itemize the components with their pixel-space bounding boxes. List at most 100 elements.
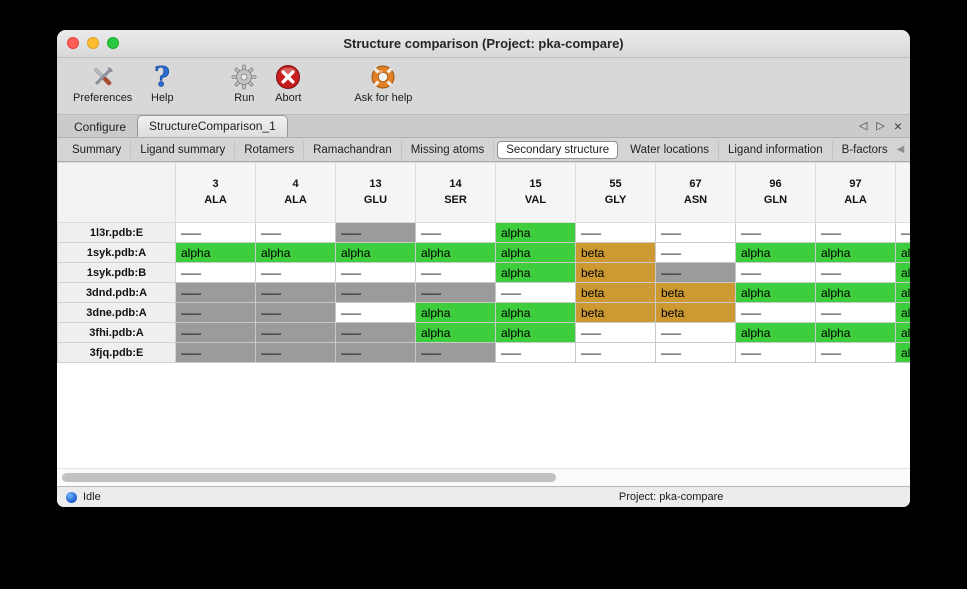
column-header-13[interactable]: 13 GLU [335, 162, 416, 223]
cell-alpha[interactable]: alpha [495, 262, 576, 283]
cell-none[interactable]: ––– [735, 302, 816, 323]
cell-alpha[interactable]: alpha [895, 322, 910, 343]
cell-none[interactable]: ––– [735, 342, 816, 363]
row-header-3dnd-pdb-a[interactable]: 3dnd.pdb:A [57, 282, 176, 303]
cell-alpha[interactable]: alpha [895, 282, 910, 303]
cell-alpha[interactable]: alpha [495, 322, 576, 343]
cell-none[interactable]: ––– [815, 302, 896, 323]
toolbar-abort[interactable]: Abort [274, 63, 302, 104]
cell-alpha[interactable]: alpha [815, 282, 896, 303]
scrollbar-thumb[interactable] [62, 473, 556, 482]
tab-scroll-left-icon[interactable]: ◁ [858, 119, 868, 132]
row-header-1syk-pdb-b[interactable]: 1syk.pdb:B [57, 262, 176, 283]
cell-missing[interactable]: ––– [415, 342, 496, 363]
column-header-97[interactable]: 97 ALA [815, 162, 896, 223]
horizontal-scrollbar[interactable] [57, 468, 910, 486]
cell-missing[interactable]: ––– [255, 302, 336, 323]
cell-none[interactable]: ––– [335, 262, 416, 283]
tab-configure[interactable]: Configure [74, 120, 127, 134]
cell-alpha[interactable]: alpha [815, 242, 896, 263]
cell-none[interactable]: ––– [415, 222, 496, 243]
cell-alpha[interactable]: alpha [895, 242, 910, 263]
subtab-ligand-information[interactable]: Ligand information [719, 140, 833, 159]
cell-none[interactable]: ––– [575, 222, 656, 243]
cell-none[interactable]: ––– [735, 262, 816, 283]
column-header-15[interactable]: 15 VAL [495, 162, 576, 223]
cell-none[interactable]: ––– [335, 302, 416, 323]
tab-scroll-right-icon[interactable]: ▷ [876, 119, 885, 132]
cell-none[interactable]: ––– [655, 322, 736, 343]
cell-none[interactable]: ––– [175, 262, 256, 283]
cell-alpha[interactable]: alpha [495, 222, 576, 243]
cell-none[interactable]: ––– [415, 262, 496, 283]
cell-none[interactable]: ––– [255, 222, 336, 243]
cell-alpha[interactable]: alpha [495, 302, 576, 323]
cell-beta[interactable]: beta [575, 262, 656, 283]
cell-missing[interactable]: ––– [255, 322, 336, 343]
cell-alpha[interactable]: alpha [895, 262, 910, 283]
column-header-55[interactable]: 55 GLY [575, 162, 656, 223]
cell-missing[interactable]: ––– [175, 322, 256, 343]
subtab-ramachandran[interactable]: Ramachandran [304, 140, 402, 159]
toolbar-preferences[interactable]: Preferences [73, 63, 132, 104]
cell-alpha[interactable]: alpha [735, 282, 816, 303]
row-header-1l3r-pdb-e[interactable]: 1l3r.pdb:E [57, 222, 176, 243]
cell-none[interactable]: ––– [735, 222, 816, 243]
cell-missing[interactable]: ––– [415, 282, 496, 303]
cell-missing[interactable]: ––– [335, 282, 416, 303]
subtab-b-factors[interactable]: B-factors [841, 143, 888, 156]
tab-close-icon[interactable]: × [893, 118, 902, 134]
cell-beta[interactable]: beta [655, 282, 736, 303]
cell-alpha[interactable]: alpha [895, 342, 910, 363]
toolbar-ask-for-help[interactable]: Ask for help [354, 63, 412, 104]
subtab-missing-atoms[interactable]: Missing atoms [402, 140, 495, 159]
subtab-summary[interactable]: Summary [63, 140, 132, 159]
column-header-96[interactable]: 96 GLN [735, 162, 816, 223]
cell-beta[interactable]: beta [575, 242, 656, 263]
cell-none[interactable]: ––– [655, 242, 736, 263]
cell-alpha[interactable]: alpha [895, 302, 910, 323]
cell-none[interactable]: ––– [815, 222, 896, 243]
close-window-button[interactable] [67, 37, 79, 49]
zoom-window-button[interactable] [107, 37, 119, 49]
row-header-3fjq-pdb-e[interactable]: 3fjq.pdb:E [57, 342, 176, 363]
cell-none[interactable]: ––– [815, 262, 896, 283]
cell-none[interactable]: ––– [255, 262, 336, 283]
cell-none[interactable]: ––– [655, 342, 736, 363]
minimize-window-button[interactable] [87, 37, 99, 49]
cell-missing[interactable]: ––– [175, 342, 256, 363]
cell-missing[interactable]: ––– [175, 282, 256, 303]
cell-none[interactable]: ––– [575, 342, 656, 363]
subtab-water-locations[interactable]: Water locations [621, 140, 719, 159]
column-header-3[interactable]: 3 ALA [175, 162, 256, 223]
cell-beta[interactable]: beta [575, 302, 656, 323]
cell-none[interactable]: ––– [495, 342, 576, 363]
cell-alpha[interactable]: alpha [815, 322, 896, 343]
cell-alpha[interactable]: alpha [335, 242, 416, 263]
cell-beta[interactable]: beta [575, 282, 656, 303]
toolbar-help[interactable]: ? Help [148, 63, 176, 104]
column-header-14[interactable]: 14 SER [415, 162, 496, 223]
cell-alpha[interactable]: alpha [175, 242, 256, 263]
cell-missing[interactable]: ––– [335, 322, 416, 343]
cell-missing[interactable]: ––– [655, 262, 736, 283]
subtab-ligand-summary[interactable]: Ligand summary [131, 140, 236, 159]
tab-structurecomparison-1[interactable]: StructureComparison_1 [137, 115, 288, 137]
row-header-3dne-pdb-a[interactable]: 3dne.pdb:A [57, 302, 176, 323]
subtab-rotamers[interactable]: Rotamers [235, 140, 305, 159]
cell-alpha[interactable]: alpha [735, 322, 816, 343]
cell-none[interactable]: ––– [895, 222, 910, 243]
cell-alpha[interactable]: alpha [255, 242, 336, 263]
cell-missing[interactable]: ––– [335, 342, 416, 363]
cell-missing[interactable]: ––– [255, 282, 336, 303]
cell-none[interactable]: ––– [815, 342, 896, 363]
cell-alpha[interactable]: alpha [415, 302, 496, 323]
row-header-1syk-pdb-a[interactable]: 1syk.pdb:A [57, 242, 176, 263]
cell-none[interactable]: ––– [495, 282, 576, 303]
row-header-3fhi-pdb-a[interactable]: 3fhi.pdb:A [57, 322, 176, 343]
cell-beta[interactable]: beta [655, 302, 736, 323]
cell-alpha[interactable]: alpha [735, 242, 816, 263]
column-header-4[interactable]: 4 ALA [255, 162, 336, 223]
column-header-67[interactable]: 67 ASN [655, 162, 736, 223]
cell-alpha[interactable]: alpha [415, 242, 496, 263]
